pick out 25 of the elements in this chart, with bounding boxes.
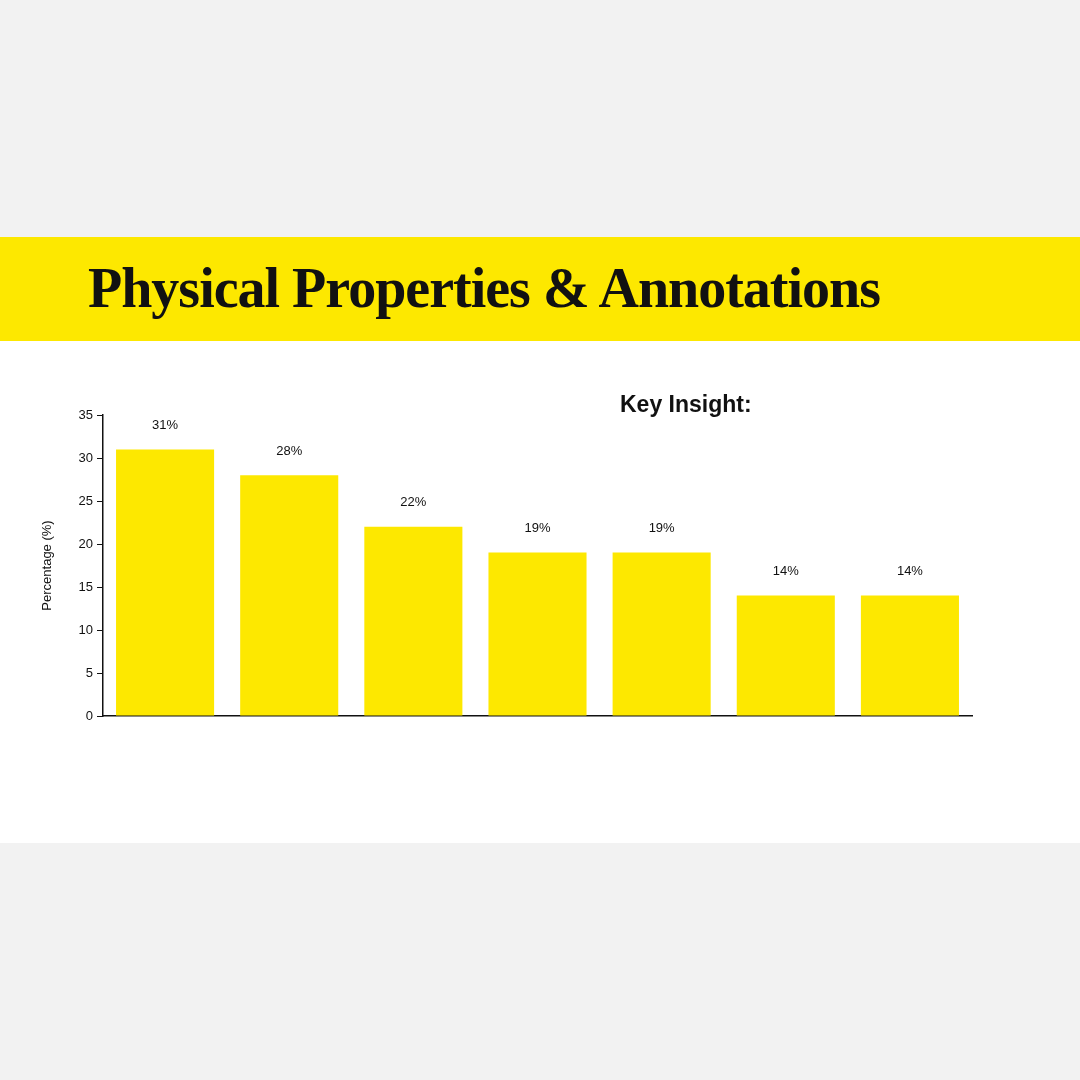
y-tick-label: 10 — [78, 621, 93, 637]
data-label: 19% — [648, 520, 676, 536]
y-tick-label: 35 — [78, 406, 93, 422]
y-tick-label: 5 — [85, 664, 93, 680]
bar — [240, 475, 339, 716]
data-label: 31% — [152, 416, 179, 432]
bar — [860, 595, 959, 716]
data-label: 19% — [524, 520, 551, 536]
bar — [488, 552, 587, 716]
y-tick-label: 20 — [78, 535, 93, 551]
data-label: 14% — [772, 563, 800, 579]
annotation: Key Insight: — [620, 391, 752, 418]
bar — [116, 449, 215, 716]
data-label: 28% — [276, 442, 303, 458]
y-tick-label: 30 — [78, 449, 93, 465]
bar — [736, 595, 835, 716]
y-axis-title: Percentage (%) — [39, 520, 55, 611]
bar — [612, 552, 711, 716]
data-label: 14% — [896, 563, 924, 579]
data-label: 22% — [400, 494, 427, 510]
bar — [364, 526, 463, 716]
y-tick-label: 0 — [85, 707, 93, 723]
y-tick-label: 15 — [78, 578, 93, 594]
y-tick-label: 25 — [78, 492, 93, 508]
chart-title: Physical Properties & Annotations — [88, 256, 880, 321]
